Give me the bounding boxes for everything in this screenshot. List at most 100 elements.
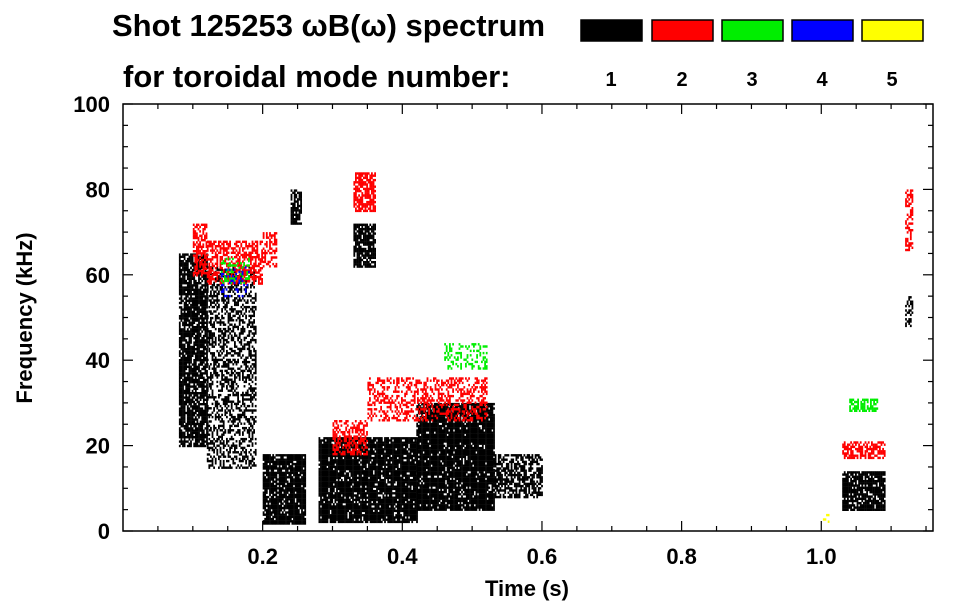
spectrum-pixel xyxy=(188,315,191,318)
spectrum-pixel xyxy=(222,422,225,425)
spectrum-pixel xyxy=(355,505,358,508)
spectrum-pixel xyxy=(262,491,265,494)
spectrum-pixel xyxy=(198,348,200,351)
spectrum-pixel xyxy=(206,321,208,324)
spectrum-pixel xyxy=(272,489,275,492)
spectrum-pixel xyxy=(372,459,375,462)
spectrum-pixel xyxy=(336,467,338,471)
spectrum-pixel xyxy=(226,352,228,355)
spectrum-pixel xyxy=(339,452,342,455)
spectrum-pixel xyxy=(290,211,293,214)
spectrum-pixel xyxy=(240,349,243,353)
spectrum-pixel xyxy=(360,514,362,517)
spectrum-pixel xyxy=(331,472,334,475)
spectrum-pixel xyxy=(293,200,296,203)
spectrum-pixel xyxy=(270,491,273,494)
spectrum-pixel xyxy=(219,451,222,454)
spectrum-pixel xyxy=(221,347,223,351)
spectrum-pixel xyxy=(283,500,286,503)
spectrum-pixel xyxy=(355,467,358,471)
spectrum-pixel xyxy=(275,504,278,508)
spectrum-pixel xyxy=(345,485,348,488)
spectrum-pixel xyxy=(198,438,200,441)
spectrum-pixel xyxy=(227,341,230,344)
spectrum-pixel xyxy=(254,327,257,331)
spectrum-pixel xyxy=(216,411,219,414)
spectrum-pixel xyxy=(185,268,188,272)
spectrum-pixel xyxy=(219,327,222,331)
spectrum-pixel xyxy=(198,378,200,382)
spectrum-pixel xyxy=(329,478,332,482)
spectrum-pixel xyxy=(186,299,189,302)
spectrum-pixel xyxy=(180,385,183,388)
spectrum-pixel xyxy=(178,253,181,256)
spectrum-pixel xyxy=(253,365,255,368)
spectrum-pixel xyxy=(214,336,217,340)
spectrum-pixel xyxy=(202,354,205,357)
spectrum-pixel xyxy=(227,367,230,370)
spectrum-pixel xyxy=(360,489,362,493)
spectrum-pixel xyxy=(199,392,202,395)
spectrum-pixel xyxy=(234,402,236,406)
spectrum-pixel xyxy=(201,295,204,298)
spectrum-pixel xyxy=(190,260,192,263)
spectrum-pixel xyxy=(387,445,390,449)
spectrum-pixel xyxy=(210,382,212,386)
spectrum-pixel xyxy=(334,516,337,519)
spectrum-pixel xyxy=(275,458,278,461)
spectrum-pixel xyxy=(202,367,205,371)
spectrum-pixel xyxy=(294,480,297,483)
spectrum-pixel xyxy=(376,476,378,480)
spectrum-pixel xyxy=(193,328,196,331)
spectrum-pixel xyxy=(245,336,247,340)
spectrum-pixel xyxy=(216,407,219,410)
spectrum-pixel xyxy=(230,288,233,291)
spectrum-pixel xyxy=(232,409,235,412)
spectrum-pixel xyxy=(334,472,337,475)
spectrum-pixel xyxy=(185,293,188,296)
spectrum-pixel xyxy=(326,487,329,491)
spectrum-pixel xyxy=(238,433,241,436)
spectrum-pixel xyxy=(273,511,276,514)
spectrum-pixel xyxy=(254,369,257,373)
spectrum-pixel xyxy=(194,339,197,342)
spectrum-pixel xyxy=(202,301,205,305)
spectrum-pixel xyxy=(350,514,353,517)
spectrum-pixel xyxy=(267,482,270,486)
spectrum-pixel xyxy=(230,389,233,392)
spectrum-pixel xyxy=(280,480,283,483)
spectrum-pixel xyxy=(178,345,181,349)
spectrum-pixel xyxy=(283,478,286,481)
spectrum-pixel xyxy=(352,476,354,480)
spectrum-pixel xyxy=(289,506,292,510)
spectrum-pixel xyxy=(182,255,184,258)
spectrum-pixel xyxy=(363,450,366,453)
spectrum-pixel xyxy=(336,474,338,477)
spectrum-pixel xyxy=(301,482,303,486)
spectrum-pixel xyxy=(251,444,254,447)
spectrum-pixel xyxy=(218,321,220,324)
spectrum-pixel xyxy=(232,308,235,311)
spectrum-pixel xyxy=(273,504,276,508)
spectrum-pixel xyxy=(214,402,217,406)
spectrum-pixel xyxy=(342,472,345,475)
spectrum-pixel xyxy=(242,448,244,452)
spectrum-pixel xyxy=(356,505,359,508)
spectrum-pixel xyxy=(219,424,222,428)
spectrum-pixel xyxy=(227,294,230,298)
spectrum-pixel xyxy=(188,273,191,276)
spectrum-pixel xyxy=(182,442,184,445)
spectrum-pixel xyxy=(364,520,367,524)
spectrum-pixel xyxy=(219,272,222,276)
spectrum-pixel xyxy=(218,327,220,331)
spectrum-pixel xyxy=(340,481,343,484)
spectrum-pixel xyxy=(188,306,191,309)
spectrum-pixel xyxy=(344,489,346,493)
spectrum-pixel xyxy=(300,207,302,210)
spectrum-pixel xyxy=(230,413,233,417)
spectrum-pixel xyxy=(254,409,257,412)
spectrum-pixel xyxy=(347,461,350,464)
spectrum-pixel xyxy=(332,481,335,484)
spectrum-pixel xyxy=(280,495,283,499)
spectrum-pixel xyxy=(222,336,225,340)
